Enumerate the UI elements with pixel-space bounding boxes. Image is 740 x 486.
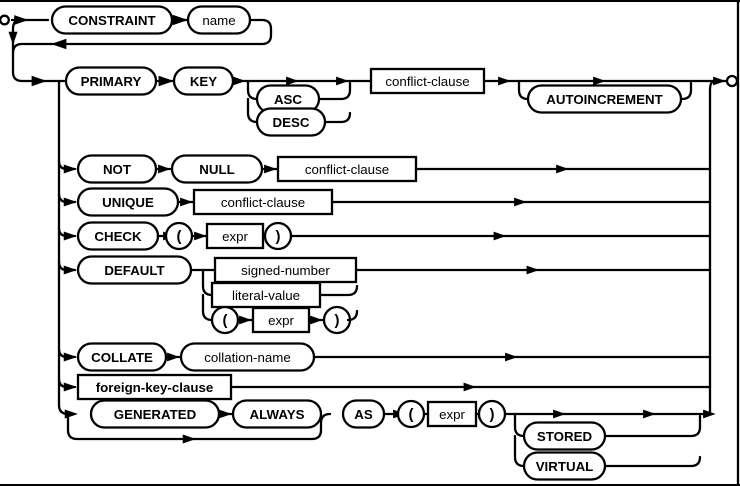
svg-text:CONSTRAINT: CONSTRAINT [68,13,155,28]
svg-text:UNIQUE: UNIQUE [102,195,154,210]
svg-text:CHECK: CHECK [94,229,142,244]
svg-text:PRIMARY: PRIMARY [81,74,142,89]
svg-text:expr: expr [439,407,465,422]
svg-text:(: ( [177,228,182,245]
svg-text:): ) [335,312,340,329]
svg-text:literal-value: literal-value [232,288,300,303]
svg-text:): ) [490,406,495,423]
svg-text:expr: expr [268,313,294,328]
svg-text:GENERATED: GENERATED [114,407,197,422]
svg-text:NULL: NULL [199,162,234,177]
svg-text:conflict-clause: conflict-clause [305,162,389,177]
svg-text:conflict-clause: conflict-clause [385,74,469,89]
svg-text:STORED: STORED [537,429,593,444]
svg-text:name: name [202,13,235,28]
svg-text:(: ( [409,406,414,423]
svg-text:VIRTUAL: VIRTUAL [536,459,594,474]
svg-text:ASC: ASC [274,92,302,107]
svg-text:NOT: NOT [103,162,131,177]
svg-text:AS: AS [354,407,373,422]
svg-text:KEY: KEY [190,74,217,89]
svg-text:): ) [276,228,281,245]
svg-text:expr: expr [222,229,248,244]
svg-text:DEFAULT: DEFAULT [104,263,164,278]
svg-text:COLLATE: COLLATE [91,350,153,365]
svg-text:DESC: DESC [273,115,310,130]
svg-text:(: ( [223,312,228,329]
svg-text:conflict-clause: conflict-clause [221,195,305,210]
svg-text:ALWAYS: ALWAYS [250,407,305,422]
svg-text:foreign-key-clause: foreign-key-clause [96,380,214,395]
svg-text:AUTOINCREMENT: AUTOINCREMENT [546,92,662,107]
svg-text:collation-name: collation-name [204,350,290,365]
svg-text:signed-number: signed-number [241,263,330,278]
